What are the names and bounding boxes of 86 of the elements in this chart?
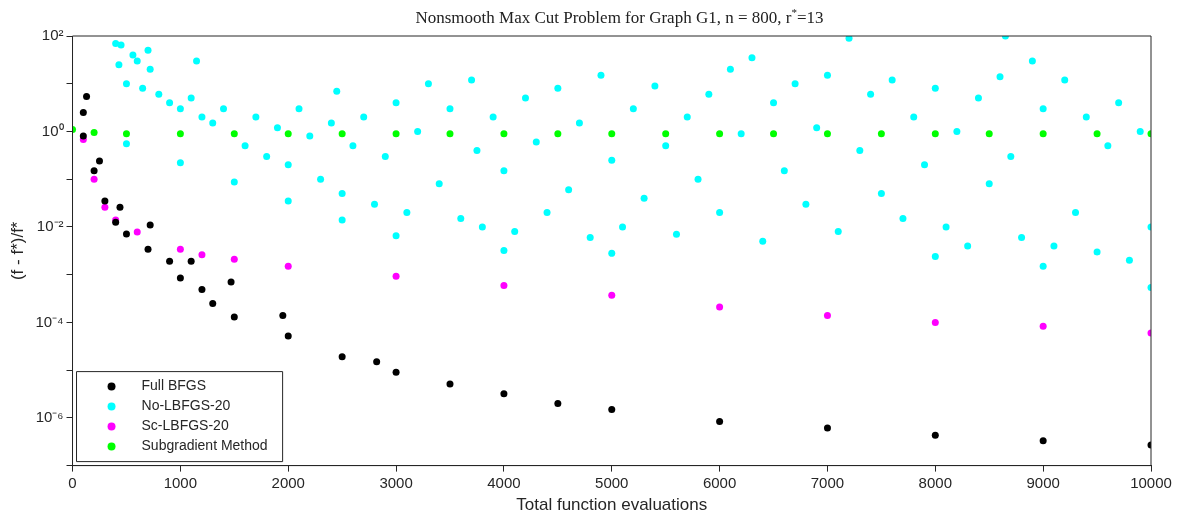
point bbox=[608, 405, 616, 413]
y-tick-label: 10² bbox=[41, 26, 64, 44]
point bbox=[83, 93, 91, 101]
x-tick-label: 6000 bbox=[702, 473, 737, 491]
point bbox=[95, 157, 103, 165]
point bbox=[146, 221, 154, 229]
point bbox=[823, 424, 831, 432]
point bbox=[554, 400, 562, 407]
x-tick-label: 10000 bbox=[1130, 473, 1172, 491]
point bbox=[198, 251, 206, 259]
point bbox=[122, 230, 130, 238]
point bbox=[500, 390, 508, 398]
point bbox=[338, 353, 346, 361]
point bbox=[144, 245, 152, 253]
x-axis-title: Total function evaluations bbox=[516, 495, 708, 515]
point bbox=[662, 130, 670, 138]
point bbox=[122, 130, 130, 138]
x-tick-label: 4000 bbox=[487, 473, 521, 491]
y-tick-label: 10⁻⁴ bbox=[35, 312, 64, 330]
point bbox=[227, 278, 235, 286]
point bbox=[176, 130, 184, 138]
point bbox=[198, 285, 206, 293]
point bbox=[90, 129, 98, 137]
point bbox=[554, 130, 562, 138]
point bbox=[608, 291, 616, 299]
x-tick-label: 9000 bbox=[1026, 473, 1060, 491]
x-tick-label: 2000 bbox=[271, 473, 305, 491]
point bbox=[931, 431, 939, 439]
point bbox=[931, 318, 939, 326]
point bbox=[877, 130, 885, 138]
point bbox=[770, 130, 778, 138]
point bbox=[500, 282, 508, 290]
point bbox=[284, 262, 292, 270]
point bbox=[500, 130, 508, 138]
point bbox=[90, 167, 98, 175]
point bbox=[823, 130, 831, 138]
legend-label: Subgradient Method bbox=[141, 437, 268, 454]
point bbox=[716, 303, 724, 311]
point bbox=[985, 130, 993, 138]
y-tick-label: 10⁻⁶ bbox=[35, 408, 64, 426]
point bbox=[166, 257, 174, 265]
point bbox=[716, 417, 724, 425]
point bbox=[1039, 437, 1047, 445]
point bbox=[116, 203, 124, 211]
legend-label: No-LBFGS-20 bbox=[141, 397, 231, 414]
point bbox=[1039, 130, 1047, 138]
point bbox=[931, 130, 939, 138]
legend-label: Sc-LBFGS-20 bbox=[141, 417, 229, 434]
point bbox=[1039, 322, 1047, 330]
point bbox=[392, 272, 400, 280]
x-tick-label: 1000 bbox=[163, 473, 198, 491]
point bbox=[716, 130, 724, 138]
point bbox=[176, 245, 184, 253]
point bbox=[230, 130, 238, 138]
point bbox=[392, 368, 400, 376]
chart-title: Nonsmooth Max Cut Problem for Graph G1, n = 800, r$^{*}$=13 bbox=[414, 5, 825, 27]
point bbox=[284, 130, 292, 138]
x-tick-label: 7000 bbox=[810, 473, 845, 491]
point bbox=[230, 255, 238, 263]
x-tick-label: 3000 bbox=[379, 473, 413, 491]
point bbox=[209, 299, 217, 307]
point bbox=[101, 203, 109, 211]
point bbox=[1093, 130, 1101, 138]
point bbox=[284, 332, 292, 340]
point bbox=[446, 130, 454, 138]
point bbox=[230, 313, 238, 321]
point bbox=[392, 130, 400, 138]
point bbox=[187, 257, 195, 265]
point bbox=[101, 197, 109, 205]
point bbox=[338, 130, 346, 138]
y-axis-title: (f - f*)/f* bbox=[7, 221, 27, 281]
point bbox=[90, 175, 98, 183]
x-tick-label: 5000 bbox=[595, 473, 629, 491]
point bbox=[446, 380, 454, 388]
y-tick-label: 10⁻² bbox=[36, 217, 64, 235]
point bbox=[608, 130, 616, 138]
point bbox=[823, 311, 831, 319]
point bbox=[79, 108, 87, 116]
x-tick-label: 0 bbox=[68, 473, 77, 491]
point bbox=[279, 311, 287, 319]
point bbox=[176, 274, 184, 282]
y-tick-label: 10⁰ bbox=[41, 121, 64, 139]
point bbox=[133, 228, 141, 236]
point bbox=[373, 358, 381, 366]
legend-label: Full BFGS bbox=[141, 377, 207, 394]
x-tick-label: 8000 bbox=[918, 473, 952, 491]
